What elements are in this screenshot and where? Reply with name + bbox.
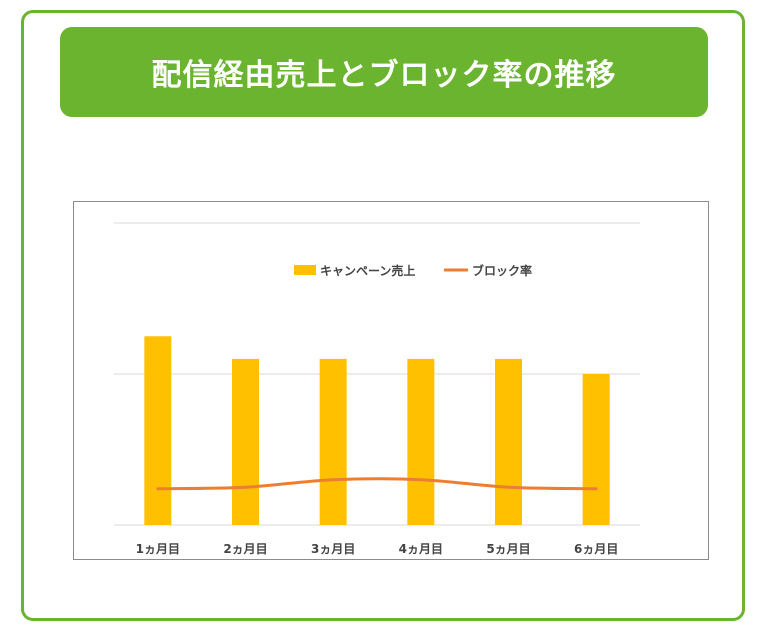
legend-label-blockrate: ブロック率: [472, 263, 532, 278]
bar-4: [407, 358, 435, 525]
bar-1: [144, 336, 172, 525]
legend-swatch-sales: [294, 265, 316, 275]
x-tick-label-1: 1ヵ月目: [136, 542, 180, 556]
bar-5: [495, 358, 522, 525]
x-axis-labels: 1ヵ月目 2ヵ月目 3ヵ月目 4ヵ月目 5ヵ月目 6ヵ月目: [136, 542, 619, 556]
chart-title: 配信経由売上とブロック率の推移: [151, 58, 617, 93]
line-blockrate: [156, 477, 598, 491]
title-banner: 配信経由売上とブロック率の推移: [60, 27, 708, 117]
x-tick-label-4: 4ヵ月目: [399, 542, 443, 556]
legend-label-sales: キャンペーン売上: [320, 263, 415, 278]
outer-frame: [21, 10, 745, 621]
chart-area: 1ヵ月目 2ヵ月目 3ヵ月目 4ヵ月目 5ヵ月目 6ヵ月目 キャンペーン売上 ブロック率: [73, 201, 709, 560]
x-tick-label-2: 2ヵ月目: [223, 542, 267, 556]
x-tick-label-6: 6ヵ月目: [574, 542, 618, 556]
bar-3: [319, 358, 347, 525]
chart-svg: 1ヵ月目 2ヵ月目 3ヵ月目 4ヵ月目 5ヵ月目 6ヵ月目 キャンペーン売上 ブロック率: [114, 222, 640, 556]
bar-6: [582, 374, 610, 525]
line-series: [156, 477, 598, 491]
x-tick-label-5: 5ヵ月目: [486, 542, 530, 556]
bar-2: [232, 358, 259, 525]
bar-series: [144, 336, 610, 525]
legend: キャンペーン売上 ブロック率: [294, 263, 532, 278]
x-tick-label-3: 3ヵ月目: [311, 542, 355, 556]
grid-lines: [114, 222, 640, 526]
